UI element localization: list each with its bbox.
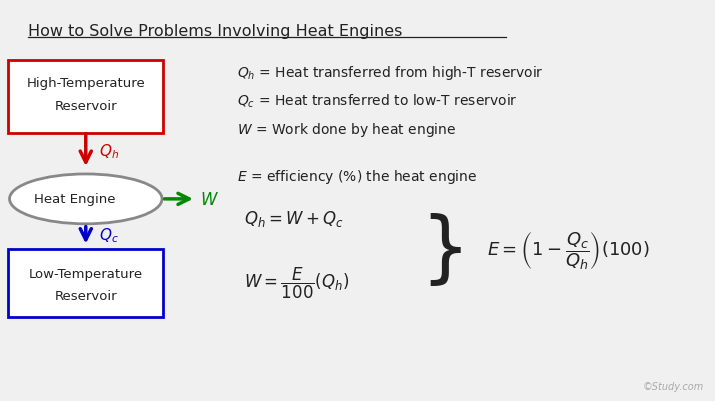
FancyBboxPatch shape bbox=[9, 61, 163, 134]
Text: }: } bbox=[420, 212, 469, 288]
Text: $Q_h = W + Q_c$: $Q_h = W + Q_c$ bbox=[244, 209, 343, 229]
Text: $Q_h$ = Heat transferred from high-T reservoir: $Q_h$ = Heat transferred from high-T res… bbox=[237, 64, 543, 82]
Text: $W = \dfrac{E}{100}(Q_h)$: $W = \dfrac{E}{100}(Q_h)$ bbox=[244, 265, 349, 300]
Text: $Q_c$: $Q_c$ bbox=[99, 226, 118, 245]
Text: $W$ = Work done by heat engine: $W$ = Work done by heat engine bbox=[237, 120, 456, 138]
Text: Heat Engine: Heat Engine bbox=[34, 193, 116, 206]
Text: $Q_c$ = Heat transferred to low-T reservoir: $Q_c$ = Heat transferred to low-T reserv… bbox=[237, 92, 518, 109]
Text: How to Solve Problems Involving Heat Engines: How to Solve Problems Involving Heat Eng… bbox=[28, 24, 402, 39]
Text: Low-Temperature: Low-Temperature bbox=[29, 267, 143, 280]
Text: Reservoir: Reservoir bbox=[54, 100, 117, 113]
Text: $Q_h$: $Q_h$ bbox=[99, 142, 119, 160]
Text: ©Study.com: ©Study.com bbox=[643, 381, 704, 391]
FancyBboxPatch shape bbox=[9, 249, 163, 317]
Text: $E$ = efficiency (%) the heat engine: $E$ = efficiency (%) the heat engine bbox=[237, 168, 477, 186]
Text: $W$: $W$ bbox=[200, 190, 219, 209]
Text: $E = \left(1 - \dfrac{Q_c}{Q_h}\right)(100)$: $E = \left(1 - \dfrac{Q_c}{Q_h}\right)(1… bbox=[487, 229, 649, 271]
Ellipse shape bbox=[9, 174, 162, 224]
Text: Reservoir: Reservoir bbox=[54, 289, 117, 302]
Text: High-Temperature: High-Temperature bbox=[26, 77, 145, 89]
